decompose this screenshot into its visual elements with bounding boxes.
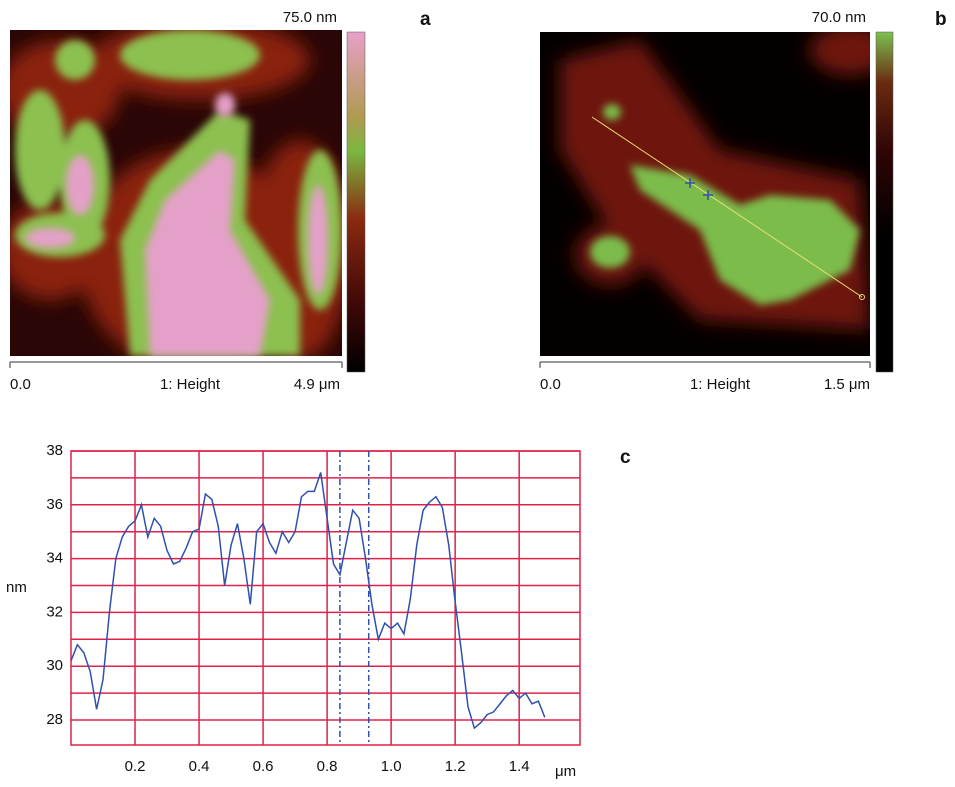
profile-line xyxy=(70,472,546,730)
y-tick-label: 36 xyxy=(46,496,63,513)
axis-start: 0.0 xyxy=(10,376,31,393)
x-tick-label: 1.4 xyxy=(509,758,530,775)
colorbar-a xyxy=(346,31,366,373)
axis-end: 4.9 μm xyxy=(294,376,340,393)
y-tick-label: 32 xyxy=(46,603,63,620)
y-tick-label: 30 xyxy=(46,657,63,674)
y-tick-label: 28 xyxy=(46,711,63,728)
axis-end: 1.5 μm xyxy=(824,376,870,393)
plot-frame xyxy=(70,450,581,746)
x-tick-label: 0.2 xyxy=(125,758,146,775)
x-tick-label: 0.4 xyxy=(189,758,210,775)
y-tick-label: 38 xyxy=(46,442,63,459)
scale-max: 75.0 nm xyxy=(283,9,337,26)
axis-start: 0.0 xyxy=(540,376,561,393)
y-tick-label: 34 xyxy=(46,550,63,567)
afm-image-a xyxy=(10,30,342,356)
x-tick-label: 0.8 xyxy=(317,758,338,775)
colorbar-b xyxy=(875,31,894,373)
scale-max: 70.0 nm xyxy=(812,9,866,26)
scale-axis xyxy=(539,361,871,368)
axis-title: 1: Height xyxy=(690,376,751,393)
x-tick-label: 0.6 xyxy=(253,758,274,775)
x-tick-label: 1.2 xyxy=(445,758,466,775)
axis-title: 1: Height xyxy=(160,376,221,393)
panel-label: c xyxy=(620,447,631,468)
panel-label: a xyxy=(420,9,431,30)
x-axis-label: μm xyxy=(555,763,576,780)
afm-image-b xyxy=(540,32,870,356)
panel-label: b xyxy=(935,9,947,30)
scale-axis xyxy=(9,361,343,368)
x-tick-label: 1.0 xyxy=(381,758,402,775)
y-axis-label: nm xyxy=(6,579,27,596)
